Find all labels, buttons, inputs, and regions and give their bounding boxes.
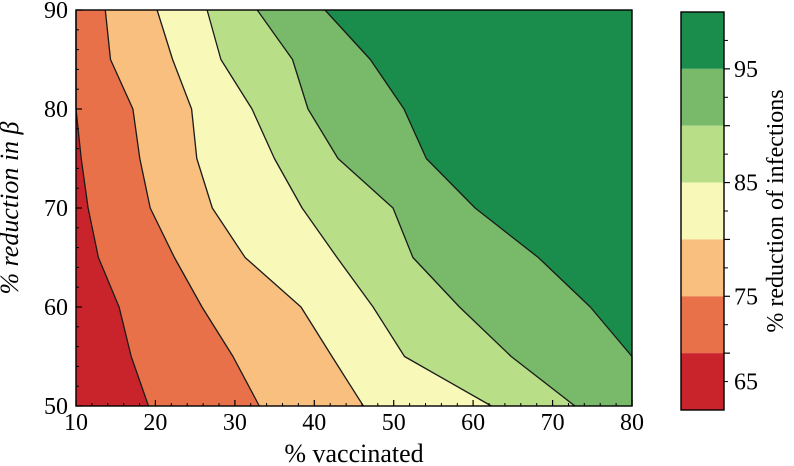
svg-text:60: 60 [44, 295, 68, 321]
svg-text:95: 95 [734, 57, 758, 83]
svg-text:50: 50 [382, 410, 406, 436]
svg-text:85: 85 [734, 171, 758, 197]
svg-text:80: 80 [620, 410, 644, 436]
svg-text:% reduction in β: % reduction in β [0, 121, 24, 294]
svg-text:40: 40 [302, 410, 326, 436]
svg-text:90: 90 [44, 0, 68, 24]
svg-text:30: 30 [223, 410, 247, 436]
svg-text:70: 70 [541, 410, 565, 436]
svg-text:65: 65 [734, 370, 758, 396]
svg-text:70: 70 [44, 196, 68, 222]
svg-text:75: 75 [734, 284, 758, 310]
svg-text:% reduction of infections: % reduction of infections [763, 89, 789, 332]
svg-text:60: 60 [461, 410, 485, 436]
svg-text:80: 80 [44, 97, 68, 123]
svg-text:20: 20 [143, 410, 167, 436]
svg-text:% vaccinated: % vaccinated [284, 439, 423, 466]
svg-text:50: 50 [44, 394, 68, 420]
